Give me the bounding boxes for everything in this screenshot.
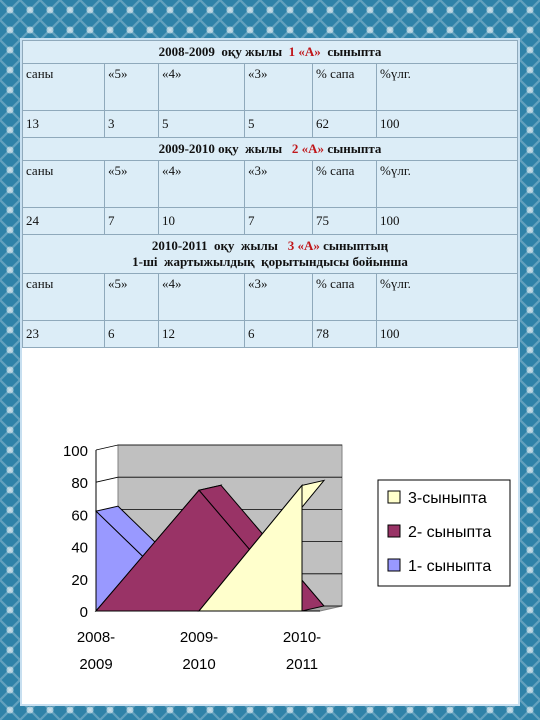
table-cell: 6 xyxy=(104,320,159,348)
table-cell: 5 xyxy=(158,110,245,138)
title-text: 2009-2010 оқу жылы xyxy=(158,141,292,156)
table-title-row: 2010-2011 оқу жылы 3 «А» сыныптың 1-ші жа… xyxy=(22,234,518,274)
x-tick-label: 2011 xyxy=(286,656,318,670)
table-title-line: 2010-2011 оқу жылы 3 «А» сыныптың xyxy=(26,238,514,254)
table-row: 24 7 10 7 75 100 xyxy=(22,207,518,235)
column-header: %үлг. xyxy=(376,273,518,321)
column-header: % сапа xyxy=(312,273,377,321)
column-header: «4» xyxy=(158,160,245,208)
table-title-line: 2008-2009 оқу жылы 1 «А» сыныпта xyxy=(26,44,514,60)
x-tick-label: 2008- xyxy=(77,629,115,646)
column-header: «5» xyxy=(104,63,159,111)
table-title-line: 1-ші жартыжылдық қорытындысы бойынша xyxy=(26,254,514,270)
table-cell: 75 xyxy=(312,207,377,235)
y-tick-label: 100 xyxy=(63,443,88,460)
table-title-line: 2009-2010 оқу жылы 2 «А» сыныпта xyxy=(26,141,514,157)
table-cell: 3 xyxy=(104,110,159,138)
legend-label: 1- сыныпта xyxy=(408,558,491,575)
y-tick-label: 60 xyxy=(71,507,88,524)
column-header: «3» xyxy=(244,63,313,111)
legend-swatch xyxy=(387,490,401,504)
y-tick-label: 40 xyxy=(71,540,88,557)
table-row: 23 6 12 6 78 100 xyxy=(22,320,518,348)
table-cell: 62 xyxy=(312,110,377,138)
x-tick-label: 2010- xyxy=(283,629,321,646)
title-text: 2008-2009 оқу жылы xyxy=(158,44,289,59)
table-cell: 7 xyxy=(244,207,313,235)
column-header: «4» xyxy=(158,63,245,111)
table-cell: 24 xyxy=(22,207,105,235)
column-header: %үлг. xyxy=(376,160,518,208)
title-text: 2010-2011 оқу жылы xyxy=(151,238,288,253)
column-header: %үлг. xyxy=(376,63,518,111)
class-name-highlight: 1 «А» xyxy=(288,44,321,59)
title-text: 1-ші жартыжылдық қорытындысы бойынша xyxy=(132,254,408,269)
title-text: сыныптың xyxy=(319,238,389,253)
y-tick-label: 80 xyxy=(71,475,88,492)
column-header: «3» xyxy=(244,160,313,208)
table-title: 2010-2011 оқу жылы 3 «А» сыныптың 1-ші жа… xyxy=(22,234,518,274)
table-row: 13 3 5 5 62 100 xyxy=(22,110,518,138)
x-tick-label: 2009 xyxy=(79,656,112,670)
table-title-row: 2008-2009 оқу жылы 1 «А» сыныпта xyxy=(22,40,518,64)
table-cell: 100 xyxy=(376,320,518,348)
table-cell: 6 xyxy=(244,320,313,348)
title-text: сыныпта xyxy=(320,44,382,59)
class-name-highlight: 2 «А» xyxy=(291,141,325,156)
legend-label: 2- сыныпта xyxy=(408,524,491,541)
column-header: саны xyxy=(22,63,105,111)
table-cell: 13 xyxy=(22,110,105,138)
table-cell: 10 xyxy=(158,207,245,235)
table-header-row: саны «5» «4» «3»% сапа %үлг. xyxy=(22,273,518,321)
x-tick-label: 2010 xyxy=(182,656,215,670)
legend-label: 3-сыныпта xyxy=(408,490,487,507)
table-title: 2009-2010 оқу жылы 2 «А» сыныпта xyxy=(22,137,518,161)
gridline xyxy=(95,476,342,483)
table-title-row: 2009-2010 оқу жылы 2 «А» сыныпта xyxy=(22,137,518,161)
class-name-highlight: 3 «А» xyxy=(287,238,320,253)
column-header: саны xyxy=(22,273,105,321)
column-header: % сапа xyxy=(312,63,377,111)
y-tick-label: 0 xyxy=(80,604,88,621)
column-header: саны xyxy=(22,160,105,208)
legend-swatch xyxy=(387,558,401,572)
table-cell: 23 xyxy=(22,320,105,348)
x-tick-label: 2009- xyxy=(180,629,218,646)
column-header: «5» xyxy=(104,273,159,321)
slide-content: 2008-2009 оқу жылы 1 «А» сыныпта саны «5» «… xyxy=(20,38,520,706)
column-header: «4» xyxy=(158,273,245,321)
table-cell: 5 xyxy=(244,110,313,138)
y-tick-label: 20 xyxy=(71,572,88,589)
results-table-area: 2008-2009 оқу жылы 1 «А» сыныпта саны «5» «… xyxy=(22,40,518,348)
gridline xyxy=(95,444,342,451)
column-header: «5» xyxy=(104,160,159,208)
legend-swatch xyxy=(387,524,401,538)
table-cell: 100 xyxy=(376,207,518,235)
table-cell: 12 xyxy=(158,320,245,348)
column-header: «3» xyxy=(244,273,313,321)
table-cell: 78 xyxy=(312,320,377,348)
table-header-row: саны «5» «4» «3»% сапа %үлг. xyxy=(22,63,518,111)
column-header: % сапа xyxy=(312,160,377,208)
table-cell: 100 xyxy=(376,110,518,138)
title-text: сыныпта xyxy=(324,141,382,156)
table-header-row: саны «5» «4» «3»% сапа %үлг. xyxy=(22,160,518,208)
table-title: 2008-2009 оқу жылы 1 «А» сыныпта xyxy=(22,40,518,64)
results-table: 2008-2009 оқу жылы 1 «А» сыныпта саны «5» «… xyxy=(22,40,518,348)
grades-area-chart: 0 20 40 60 80 100 2008- 2009 2009- 2010 2010- 2011 3… xyxy=(63,443,511,670)
table-cell: 7 xyxy=(104,207,159,235)
